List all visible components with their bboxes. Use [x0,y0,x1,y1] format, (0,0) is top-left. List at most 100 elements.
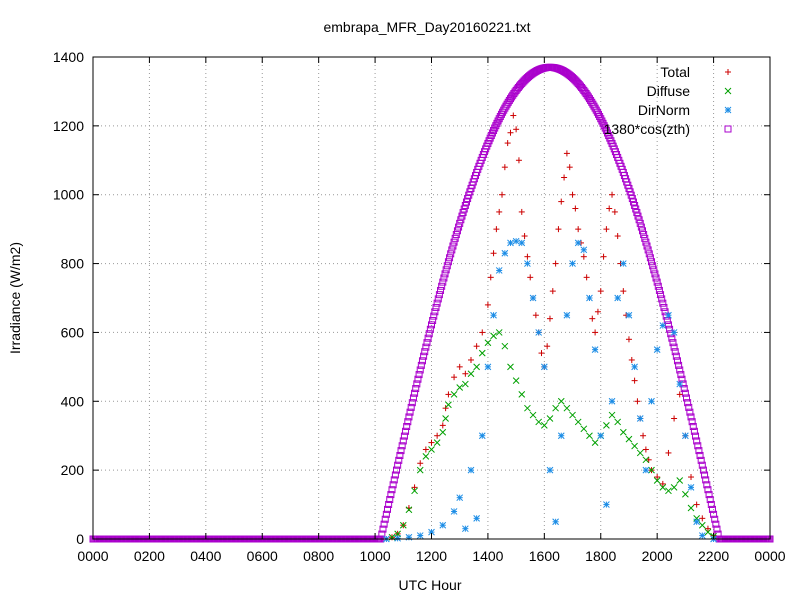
total-point [442,405,449,412]
marker-stroke [586,432,593,440]
total-point [688,474,695,481]
marker-stroke [685,403,693,411]
marker-stroke [393,466,401,474]
cos-zth-point [636,219,644,227]
marker-stroke [380,520,388,528]
marker-stroke [596,113,604,121]
total-point [456,363,463,370]
marker-stroke [540,363,548,371]
marker-stroke [654,282,662,290]
total-point [603,226,610,233]
marker-stroke [669,339,677,347]
marker-stroke [385,500,393,508]
marker-stroke [642,456,650,464]
cos-zth-point [495,115,503,123]
marker-stroke [557,397,565,405]
marker-stroke [670,484,678,491]
cos-zth-point [407,403,415,411]
diffuse-point [546,415,554,422]
cos-zth-point [634,212,642,220]
marker-stroke [670,329,678,336]
marker-stroke [444,258,452,266]
marker-stroke [665,487,672,495]
cos-zth-point [637,223,645,231]
diffuse-point [665,487,672,495]
marker-stroke [619,260,627,267]
total-point [625,336,632,343]
marker-stroke [710,510,718,518]
marker-stroke [660,303,668,311]
total-point [659,480,666,487]
diffuse-point [507,363,514,371]
marker-stroke [648,258,656,266]
marker-stroke [591,346,599,353]
marker-stroke [501,342,509,350]
marker-stroke [390,476,398,484]
cos-zth-point [594,110,602,118]
cos-zth-point [442,266,450,274]
diffuse-point [676,477,684,484]
marker-stroke [439,521,447,529]
marker-stroke [686,408,694,416]
series-diffuse [388,329,717,541]
marker-stroke [704,486,712,494]
marker-stroke [650,266,658,274]
marker-stroke [397,447,405,455]
y-tick-label: 0 [76,531,84,547]
cos-zth-point [635,216,643,224]
diffuse-point [698,521,706,529]
marker-stroke [424,334,432,342]
total-point [642,446,649,453]
x-tick-label: 0800 [303,548,334,564]
diffuse-point [405,506,413,514]
marker-stroke [437,286,445,294]
cos-zth-point [710,510,718,518]
marker-stroke [443,262,451,270]
x-tick-label: 1600 [529,548,560,564]
marker-stroke [461,525,469,533]
marker-stroke [453,227,461,235]
marker-stroke [663,316,671,324]
marker-stroke [687,413,695,421]
marker-stroke [680,385,688,393]
marker-stroke [501,249,509,257]
cos-zth-point [686,408,694,416]
marker-stroke [442,415,449,422]
cos-zth-point [649,262,657,270]
total-point [594,308,601,315]
diffuse-point [552,404,559,412]
marker-stroke [673,357,681,365]
total-point [473,343,480,350]
cos-zth-point [600,122,608,130]
cos-zth-point [492,122,500,130]
marker-stroke [438,282,446,290]
dirnorm-point [439,521,447,529]
cos-zth-point [642,238,650,246]
marker-stroke [676,366,684,374]
cos-zth-point [458,212,466,220]
marker-stroke [682,432,689,440]
cos-zth-point [441,270,449,278]
marker-stroke [478,349,486,357]
x-tick-label: 0400 [190,548,221,564]
cos-zth-point [423,339,431,347]
total-point [665,449,672,456]
cos-zth-point [658,295,666,303]
marker-stroke [707,500,715,508]
marker-stroke [648,466,655,474]
series-dirnorm [383,237,717,543]
marker-stroke [642,238,650,246]
cos-zth-point [644,246,652,254]
marker-stroke [446,254,454,262]
diffuse-point [411,487,418,495]
diffuse-point [603,422,610,429]
marker-stroke [405,506,413,514]
cos-zth-point [398,442,406,450]
cos-zth-point [451,234,459,242]
marker-stroke [640,231,648,239]
marker-stroke [378,530,386,538]
marker-stroke [396,451,404,459]
dirnorm-point [698,532,706,539]
marker-stroke [593,108,601,116]
marker-stroke [455,223,463,231]
